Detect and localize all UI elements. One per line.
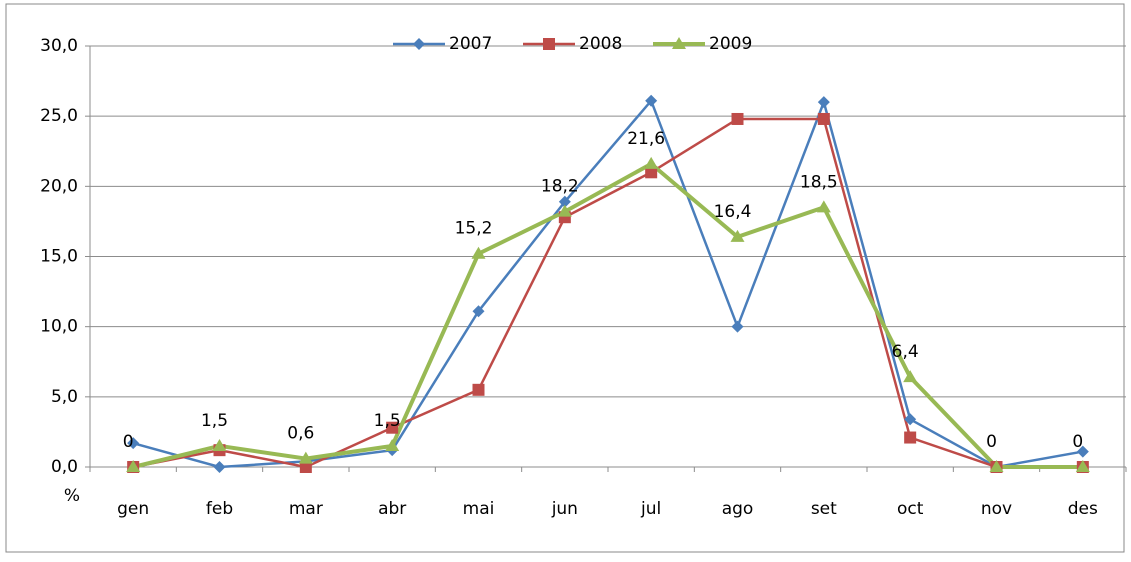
marker	[645, 94, 658, 107]
x-tick-label: feb	[206, 499, 233, 519]
marker	[558, 195, 571, 208]
x-tick-label: nov	[981, 499, 1012, 519]
x-tick-label: des	[1068, 499, 1098, 519]
data-label: 16,4	[714, 202, 752, 222]
marker	[731, 112, 744, 125]
series-line	[132, 161, 1083, 469]
y-tick-label: 5,0	[51, 387, 78, 407]
data-label: 0	[986, 432, 997, 452]
x-tick-label: gen	[117, 499, 149, 519]
marker	[904, 431, 917, 444]
data-label: 18,2	[541, 177, 579, 197]
data-label: 0	[123, 432, 134, 452]
legend-label: 2008	[579, 34, 622, 54]
x-tick-label: mar	[289, 499, 323, 519]
marker	[645, 166, 658, 179]
data-label: 0,6	[287, 424, 314, 444]
marker	[543, 38, 555, 50]
marker	[127, 437, 140, 450]
marker	[1075, 460, 1090, 472]
marker	[730, 229, 745, 242]
marker	[299, 461, 312, 473]
marker	[212, 438, 227, 451]
y-axis-label: %	[64, 486, 80, 506]
marker	[817, 112, 830, 125]
marker	[989, 460, 1004, 472]
marker	[413, 38, 425, 50]
marker	[386, 421, 399, 434]
marker	[731, 320, 744, 333]
y-tick-label: 25,0	[40, 106, 78, 126]
data-label: 18,5	[800, 172, 838, 192]
data-label: 21,6	[627, 129, 665, 149]
x-tick-label: ago	[722, 499, 754, 519]
data-label: 1,5	[374, 411, 401, 431]
y-tick-label: 15,0	[40, 247, 78, 267]
marker	[557, 204, 572, 217]
x-tick-label: jun	[551, 499, 578, 519]
x-tick-label: oct	[897, 499, 924, 519]
data-label: 6,4	[892, 342, 919, 362]
y-tick-label: 20,0	[40, 176, 78, 196]
legend-label: 2009	[709, 34, 752, 54]
marker	[903, 370, 918, 383]
marker	[1076, 445, 1089, 458]
x-tick-label: mai	[463, 499, 495, 519]
marker	[672, 37, 686, 49]
marker	[472, 383, 485, 396]
x-tick-label: abr	[378, 499, 406, 519]
x-tick-label: jul	[640, 499, 661, 519]
y-tick-label: 0,0	[51, 457, 78, 477]
marker	[817, 96, 830, 109]
data-label: 0	[1072, 432, 1083, 452]
series-line	[132, 98, 1084, 469]
data-label: 15,2	[455, 219, 493, 239]
marker	[472, 305, 485, 318]
marker	[298, 451, 313, 464]
marker	[644, 156, 659, 169]
marker	[385, 438, 400, 451]
marker	[213, 461, 226, 473]
x-tick-label: set	[811, 499, 837, 519]
marker	[816, 200, 831, 213]
marker	[471, 246, 486, 259]
data-label: 1,5	[201, 411, 228, 431]
y-tick-label: 10,0	[40, 317, 78, 337]
legend-label: 2007	[449, 34, 492, 54]
marker	[126, 460, 141, 472]
series-line	[132, 117, 1083, 469]
chart-border	[5, 3, 1125, 553]
y-tick-label: 30,0	[40, 36, 78, 56]
marker	[904, 413, 917, 426]
